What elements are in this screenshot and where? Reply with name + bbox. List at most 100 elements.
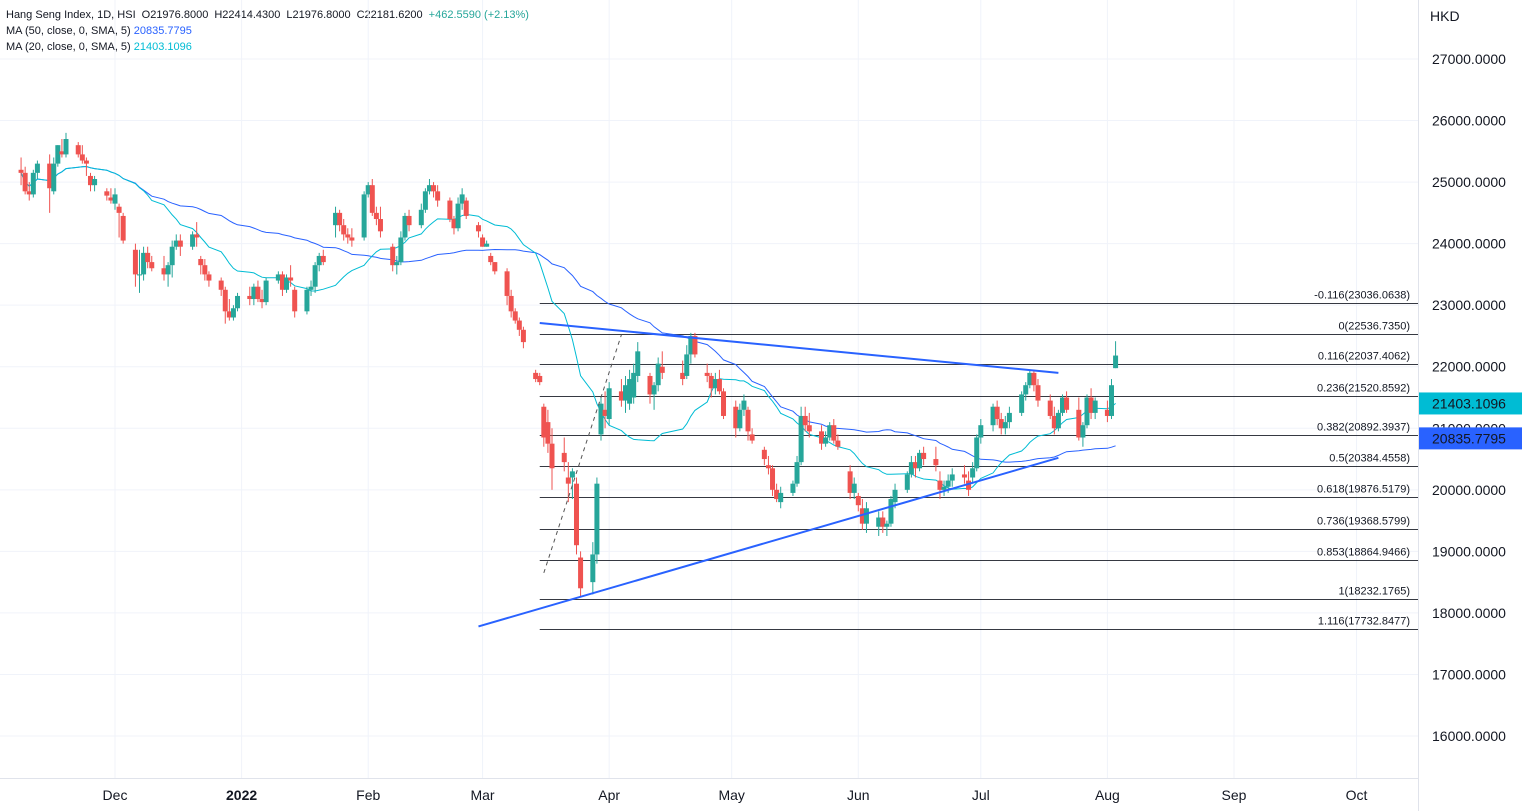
legend-low: L21976.8000 <box>286 9 351 21</box>
candle <box>87 172 93 192</box>
candle <box>684 345 690 380</box>
candle <box>520 326 526 349</box>
candle <box>569 468 575 500</box>
candle-body <box>1108 385 1114 416</box>
candle <box>202 259 208 281</box>
candle-body <box>284 277 290 290</box>
candle-body <box>627 379 633 404</box>
legend-ma50-row[interactable]: MA (50, close, 0, SMA, 5) 20835.7795 <box>6 23 529 39</box>
candle-body <box>165 265 171 275</box>
candle-body <box>1035 385 1041 401</box>
fib-level-label: 0.618(19876.5179) <box>1317 484 1410 496</box>
candle <box>194 222 200 247</box>
candle <box>961 465 967 484</box>
candle <box>1059 394 1065 416</box>
candle <box>1080 422 1086 447</box>
candle-body <box>279 274 285 290</box>
fib-level-label: -0.116(23036.0638) <box>1314 290 1410 302</box>
candle <box>716 369 722 395</box>
candle-body <box>87 175 93 186</box>
candle-body <box>316 255 322 266</box>
legend-ma20-row[interactable]: MA (20, close, 0, SMA, 5) 21403.1096 <box>6 39 529 55</box>
candle-body <box>1006 412 1012 423</box>
candle-body <box>917 452 923 469</box>
candle <box>647 372 653 404</box>
candle-body <box>623 385 628 401</box>
candle <box>30 169 36 198</box>
candle-body <box>259 299 265 303</box>
candle-body <box>933 459 939 466</box>
y-tick-label: 19000.0000 <box>1432 543 1506 559</box>
candle <box>402 212 408 241</box>
candle <box>345 228 351 244</box>
candle-body <box>18 169 24 173</box>
candle-body <box>835 440 841 447</box>
candle <box>492 262 498 275</box>
candle-body <box>790 483 796 493</box>
candle <box>598 397 604 441</box>
candle-body <box>774 489 780 500</box>
candle-body <box>827 425 833 438</box>
candle <box>623 375 628 413</box>
candle <box>1006 406 1012 429</box>
candle <box>394 255 400 275</box>
candle-body <box>1047 400 1053 416</box>
candle-body <box>431 185 437 192</box>
candle-body <box>51 163 57 192</box>
candle-body <box>573 483 579 546</box>
candle-body <box>222 289 228 312</box>
candle-body <box>30 172 36 195</box>
candle-body <box>1059 397 1065 413</box>
candle-body <box>26 191 32 195</box>
fib-level-label: 0.853(18864.9466) <box>1317 547 1410 559</box>
candle-body <box>537 375 543 383</box>
candle <box>884 520 890 536</box>
candle <box>1076 397 1082 441</box>
candle-body <box>390 246 396 266</box>
candle <box>749 428 755 444</box>
candle <box>104 188 110 201</box>
candle-body <box>63 139 69 155</box>
currency-label: HKD <box>1430 8 1460 24</box>
candle <box>590 542 596 595</box>
candle <box>1027 369 1033 389</box>
candle <box>259 289 265 309</box>
x-tick-label: Aug <box>1095 787 1120 803</box>
candle <box>798 406 804 466</box>
ma20-line <box>20 165 1116 490</box>
candle <box>108 188 114 204</box>
candle-body <box>1092 400 1098 413</box>
candle <box>320 249 326 266</box>
y-tick-label: 23000.0000 <box>1432 297 1506 313</box>
candle-body <box>908 462 914 475</box>
candle <box>361 191 367 241</box>
candle-body <box>83 160 89 164</box>
y-tick-label: 22000.0000 <box>1432 359 1506 375</box>
x-tick-label: Dec <box>103 787 128 803</box>
candle <box>827 422 833 441</box>
fib-level-label: 1(18232.1765) <box>1338 586 1410 598</box>
candle-body <box>1051 415 1057 429</box>
y-axis-labels: 16000.0000 17000.0000 18000.0000 19000.0000… <box>1432 51 1506 744</box>
candle-body <box>590 554 596 583</box>
candle <box>765 455 771 475</box>
candle-body <box>749 434 755 441</box>
candle-body <box>475 225 481 232</box>
candle-body <box>533 372 539 380</box>
candle <box>333 206 339 238</box>
candle-body <box>549 443 555 469</box>
candle <box>284 274 290 293</box>
candle <box>447 197 453 223</box>
candle <box>1047 394 1053 420</box>
candle-body <box>34 163 40 173</box>
candle <box>533 369 539 383</box>
candle-body <box>263 280 269 303</box>
candle <box>745 406 751 441</box>
candle-body <box>823 437 829 444</box>
candle <box>247 286 253 306</box>
candle-body <box>1023 385 1029 395</box>
candle-body <box>941 486 947 490</box>
candle <box>561 437 567 472</box>
candle <box>578 551 584 598</box>
